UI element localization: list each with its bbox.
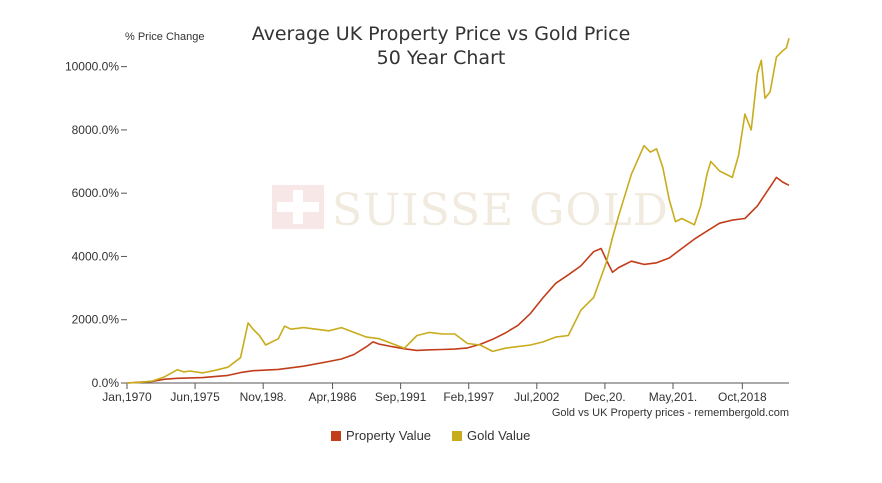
legend: Property Value Gold Value: [331, 428, 530, 443]
watermark: SUISSE GOLD: [272, 185, 669, 236]
x-tick-label: Jun,1975: [170, 390, 220, 404]
x-tick-label: Oct,2018: [718, 390, 767, 404]
y-axis-label: % Price Change: [125, 31, 205, 43]
x-tick-label: Apr,1986: [309, 390, 357, 404]
series-line-property: [126, 176, 790, 384]
x-tick-label: Dec,20.: [584, 390, 625, 404]
y-tick-label: 10000.0%: [65, 60, 119, 74]
watermark-text: SUISSE GOLD: [332, 185, 669, 236]
x-tick-label: Nov,198.: [240, 390, 287, 404]
legend-swatch-gold: [452, 431, 462, 441]
x-tick-label: Feb,1997: [443, 390, 494, 404]
y-axis: 0.0% 2000.0% 4000.0% 6000.0% 8000.0% 10000.0%: [65, 60, 127, 390]
y-tick-label: 0.0%: [92, 376, 120, 390]
x-tick-label: Jul,2002: [514, 390, 560, 404]
x-tick-label: Sep,1991: [375, 390, 427, 404]
y-tick-label: 6000.0%: [72, 186, 120, 200]
legend-label-gold: Gold Value: [467, 428, 530, 443]
x-tick-label: May,201.: [649, 390, 697, 404]
legend-item-property[interactable]: Property Value: [331, 428, 431, 443]
y-tick-label: 4000.0%: [72, 249, 120, 263]
legend-swatch-property: [331, 431, 341, 441]
x-axis: Jan,1970 Jun,1975 Nov,198. Apr,1986 Sep,1991…: [102, 382, 789, 404]
y-tick-label: 2000.0%: [72, 313, 120, 327]
chart-title: Average UK Property Price vs Gold Price: [252, 23, 631, 45]
source-note: Gold vs UK Property prices - remembergol…: [552, 407, 789, 419]
series-line-gold: [126, 37, 790, 384]
legend-label-property: Property Value: [346, 428, 431, 443]
x-tick-label: Jan,1970: [102, 390, 152, 404]
watermark-cross-horizontal: [277, 202, 319, 212]
plot-area: [126, 37, 790, 384]
legend-item-gold[interactable]: Gold Value: [452, 428, 530, 443]
y-tick-label: 8000.0%: [72, 123, 120, 137]
chart-subtitle: 50 Year Chart: [377, 47, 506, 69]
